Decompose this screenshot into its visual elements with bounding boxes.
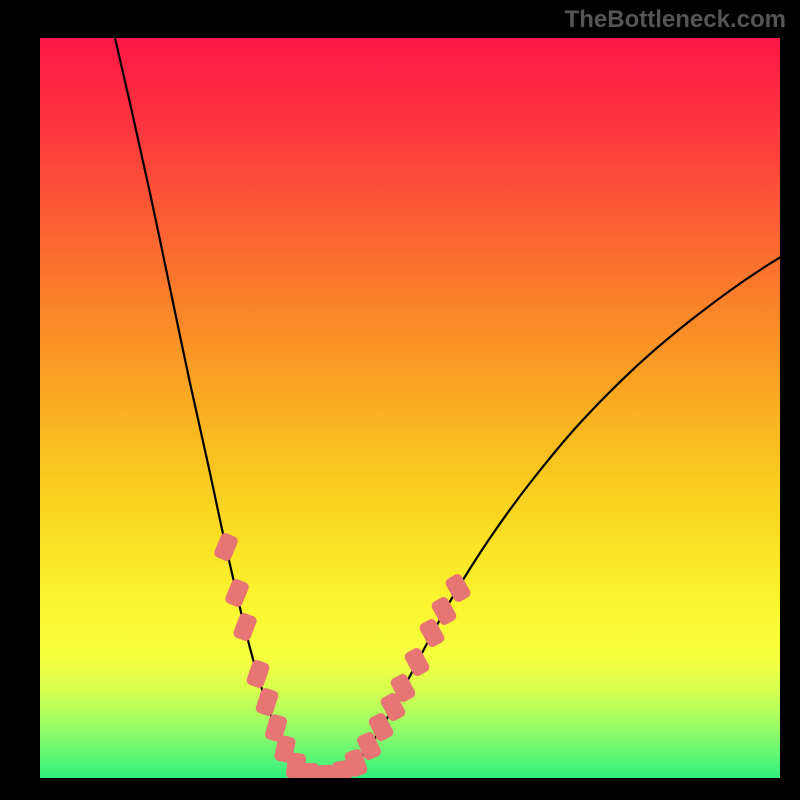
curve-bead: [254, 687, 279, 717]
curve-overlay: [0, 0, 800, 800]
curve-bead: [213, 532, 240, 563]
curve-bead: [403, 646, 431, 677]
curve-bead: [301, 763, 320, 790]
bottleneck-curve: [115, 38, 800, 779]
watermark-label: TheBottleneck.com: [565, 6, 786, 34]
curve-bead: [245, 659, 270, 689]
chart-container: TheBottleneck.com: [0, 0, 800, 800]
curve-bead: [224, 578, 250, 609]
curve-bead: [444, 572, 473, 604]
curve-bead: [232, 612, 258, 643]
